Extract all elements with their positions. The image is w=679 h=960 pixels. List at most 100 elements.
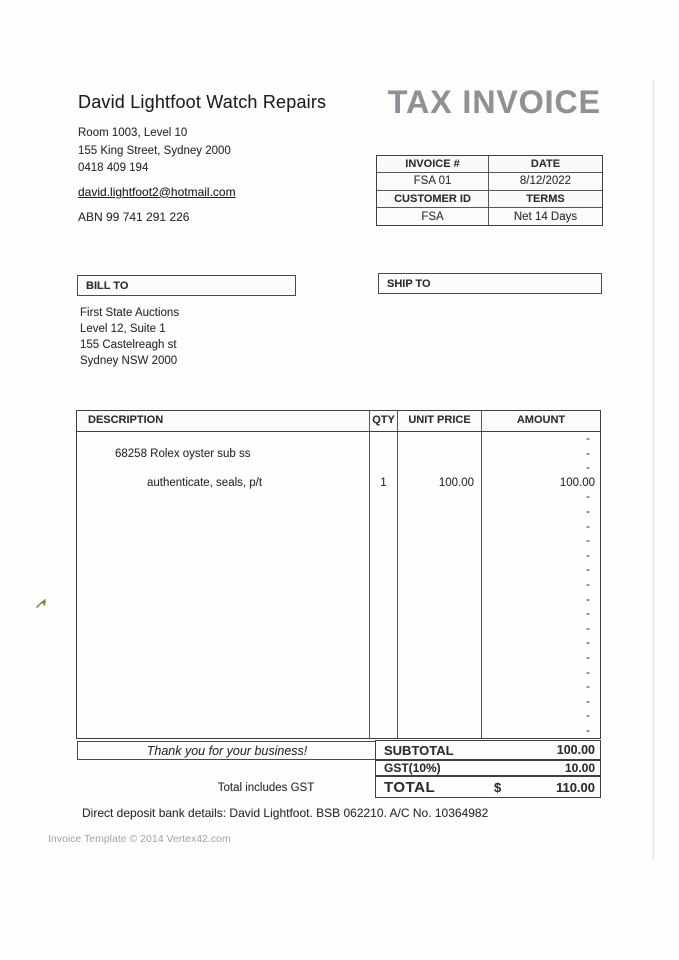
item-amount: - [586,622,590,635]
item-qty [370,490,398,505]
item-row: - [77,563,600,578]
company-address-line: Room 1003, Level 10 [78,127,188,139]
item-qty [370,446,398,462]
subtotal-row: SUBTOTAL 100.00 [375,740,601,760]
item-unit-price [398,504,482,520]
item-amount: - [586,593,590,606]
item-row: - [77,592,600,608]
bill-to-line: Sydney NSW 2000 [80,355,178,367]
gst-label: GST(10%) [384,761,441,775]
item-unit-price [398,680,482,695]
item-qty [370,621,398,637]
item-description [77,650,370,666]
item-amount: - [586,637,590,650]
item-unit-price [398,432,482,447]
item-qty [370,432,398,447]
item-amount: - [586,535,590,548]
item-unit-price [398,490,482,505]
bill-to-box: BILL TO [77,275,296,296]
invoice-number-value: FSA 01 [377,173,489,191]
items-header-row: DESCRIPTION QTY UNIT PRICE AMOUNT [76,410,601,432]
company-name: David Lightfoot Watch Repairs [78,92,327,112]
date-label: DATE [489,156,602,174]
item-description [77,592,370,608]
terms-value: Net 14 Days [513,210,578,223]
item-qty [370,665,398,681]
bill-to-line: Level 12, Suite 1 [80,323,166,335]
item-qty [370,563,398,578]
company-abn: ABN 99 741 291 226 [78,210,190,224]
ship-to-box: SHIP TO [378,273,602,294]
item-row: - [77,490,600,505]
item-amount: - [586,462,590,475]
item-qty [370,694,398,710]
company-phone: 0418 409 194 [78,162,149,174]
bill-to-line: First State Auctions [80,307,180,319]
invoice-number-label: INVOICE # [377,156,489,174]
item-row: - [77,432,600,447]
item-description [77,461,370,476]
item-unit-price [398,665,482,681]
item-amount: - [586,695,590,708]
item-description [77,504,370,520]
item-amount: - [586,564,590,577]
scan-streak-artifact [652,80,655,860]
date-value: 8/12/2022 [489,173,602,191]
item-amount: - [586,433,590,445]
item-qty [370,461,398,476]
items-body: -68258 Rolex oyster sub ss - - authenticate… [76,432,601,740]
letterhead: David Lightfoot Watch Repairs Room 1003,… [78,92,326,201]
item-row: - [77,461,600,476]
item-unit-price [398,607,482,622]
item-amount: - [586,608,590,621]
item-description [77,665,370,681]
item-qty [370,592,398,608]
item-unit-price: 100.00 [398,475,482,491]
item-description [77,490,370,505]
item-unit-price [398,446,482,462]
customer-id-label: CUSTOMER ID [377,190,489,208]
company-address-line: 155 King Street, Sydney 2000 [78,144,231,157]
subtotal-value: 100.00 [556,743,595,757]
items-table: DESCRIPTION QTY UNIT PRICE AMOUNT -68258… [76,410,601,740]
bill-to-label: BILL TO [86,279,129,292]
item-qty [370,723,398,739]
item-row: - [77,577,600,593]
item-amount: - [586,491,590,504]
item-unit-price [398,723,482,739]
item-unit-price [398,461,482,476]
item-row: - [77,621,600,637]
col-header-amount: AMOUNT [516,414,566,426]
item-row: - [77,534,600,549]
item-description [77,723,370,739]
total-includes-gst-note: Total includes GST [217,782,315,794]
company-email-link[interactable]: david.lightfoot2@hotmail.com [78,184,236,199]
item-description [77,607,370,622]
item-row: authenticate, seals, p/t 1 100.00 100.00 [77,475,600,491]
item-qty [370,709,398,724]
item-unit-price [398,519,482,535]
item-unit-price [398,636,482,651]
item-qty [370,577,398,593]
item-description [77,548,370,564]
item-row: - [77,709,600,724]
item-row: - [77,548,600,564]
item-unit-price [398,621,482,637]
item-amount: - [586,520,590,533]
thank-you-message: Thank you for your business! [146,743,308,758]
item-qty: 1 [370,475,398,491]
item-unit-price [398,650,482,666]
template-credit: Invoice Template © 2014 Vertex42.com [48,833,231,845]
item-amount: - [586,710,590,723]
item-row: - [77,650,600,666]
ship-to-label: SHIP TO [387,277,431,290]
item-amount: - [586,724,590,737]
terms-label: TERMS [489,190,602,208]
item-amount: - [586,447,590,460]
item-qty [370,650,398,666]
currency-symbol: $ [494,779,502,795]
item-row: - [77,694,600,710]
bill-to-line: 155 Castelreagh st [80,339,177,351]
item-description [77,636,370,651]
